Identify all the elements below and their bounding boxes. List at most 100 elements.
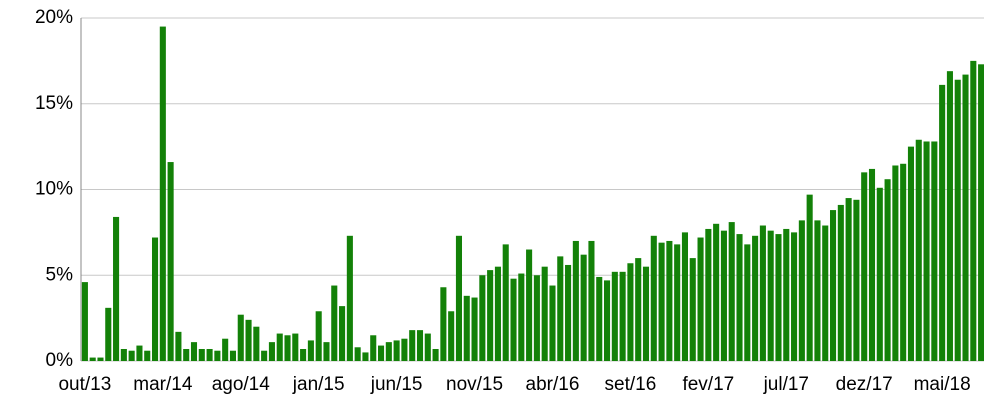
bar xyxy=(775,234,782,361)
bar xyxy=(759,225,766,361)
bar xyxy=(284,335,291,361)
bar xyxy=(876,187,883,361)
bar xyxy=(471,297,478,361)
bar xyxy=(323,342,330,361)
bar xyxy=(401,338,408,361)
bar xyxy=(829,210,837,361)
y-tick-label: 15% xyxy=(35,93,73,114)
x-tick-label: jan/15 xyxy=(292,374,345,395)
bar xyxy=(198,348,205,361)
bar xyxy=(946,71,953,361)
bar xyxy=(697,237,704,361)
bar xyxy=(978,64,984,362)
bar xyxy=(619,271,626,361)
bar xyxy=(222,338,229,361)
x-tick-label: out/13 xyxy=(58,374,111,395)
y-tick-label: 5% xyxy=(46,264,74,285)
bar xyxy=(806,194,813,361)
bar xyxy=(89,357,96,361)
bar xyxy=(105,307,112,361)
bar xyxy=(970,60,977,361)
bar xyxy=(214,350,221,361)
bar xyxy=(954,79,961,362)
bar xyxy=(518,273,525,361)
bar xyxy=(814,220,821,361)
bar xyxy=(393,340,400,361)
bar xyxy=(915,139,922,361)
bar xyxy=(681,232,689,361)
bar xyxy=(315,311,322,361)
bar xyxy=(728,222,735,361)
bar xyxy=(128,350,135,361)
bar xyxy=(120,348,127,361)
bar xyxy=(642,266,650,361)
bar xyxy=(541,266,548,361)
bar xyxy=(666,240,673,361)
bar xyxy=(113,216,120,361)
bar xyxy=(432,348,439,361)
bar xyxy=(603,280,611,361)
bar xyxy=(744,244,751,361)
x-tick-label: jun/15 xyxy=(370,374,423,395)
bar xyxy=(377,345,385,361)
x-tick-label: mai/18 xyxy=(914,374,971,395)
bar xyxy=(136,345,143,361)
bar xyxy=(339,306,346,361)
bar xyxy=(565,264,572,361)
bar xyxy=(175,331,182,361)
bar xyxy=(627,263,634,361)
bar xyxy=(97,357,104,361)
x-tick-label: fev/17 xyxy=(682,374,734,395)
bar xyxy=(253,326,260,361)
bar xyxy=(502,244,509,361)
y-tick-label: 20% xyxy=(35,7,73,28)
bar xyxy=(549,285,556,361)
bar xyxy=(635,258,642,361)
bar xyxy=(245,319,252,361)
bar xyxy=(300,348,307,361)
bar xyxy=(939,84,946,361)
y-tick-label: 0% xyxy=(46,350,74,371)
bar xyxy=(370,335,377,361)
bar xyxy=(479,275,486,361)
bar xyxy=(923,141,930,361)
bar xyxy=(884,179,891,361)
bar xyxy=(440,287,447,361)
bar xyxy=(767,230,774,361)
bar xyxy=(276,333,283,361)
bar xyxy=(424,333,431,361)
bar xyxy=(448,311,455,361)
bar xyxy=(845,198,852,361)
bar xyxy=(822,225,829,361)
bar xyxy=(892,165,899,361)
bar xyxy=(533,275,540,361)
bar xyxy=(931,141,938,361)
bar xyxy=(292,333,299,361)
x-tick-label: dez/17 xyxy=(836,374,893,395)
bar xyxy=(907,146,915,361)
bar xyxy=(736,234,743,361)
x-tick-label: ago/14 xyxy=(212,374,271,395)
bar xyxy=(346,235,353,361)
bar xyxy=(229,350,237,361)
bar xyxy=(705,228,712,361)
bar xyxy=(81,282,88,361)
bar xyxy=(783,228,790,361)
bar xyxy=(237,314,244,361)
bar xyxy=(362,352,369,361)
y-tick-label: 10% xyxy=(35,179,73,200)
bar xyxy=(713,223,720,361)
bar xyxy=(494,266,501,361)
bar xyxy=(853,199,860,361)
bar xyxy=(588,240,595,361)
x-tick-label: nov/15 xyxy=(446,374,503,395)
x-tick-label: set/16 xyxy=(605,374,657,395)
bar xyxy=(658,242,665,361)
bar xyxy=(159,26,166,361)
bar xyxy=(268,342,275,361)
bar xyxy=(487,270,494,361)
bar xyxy=(861,172,868,361)
bar xyxy=(151,237,159,361)
x-tick-label: mar/14 xyxy=(133,374,193,395)
